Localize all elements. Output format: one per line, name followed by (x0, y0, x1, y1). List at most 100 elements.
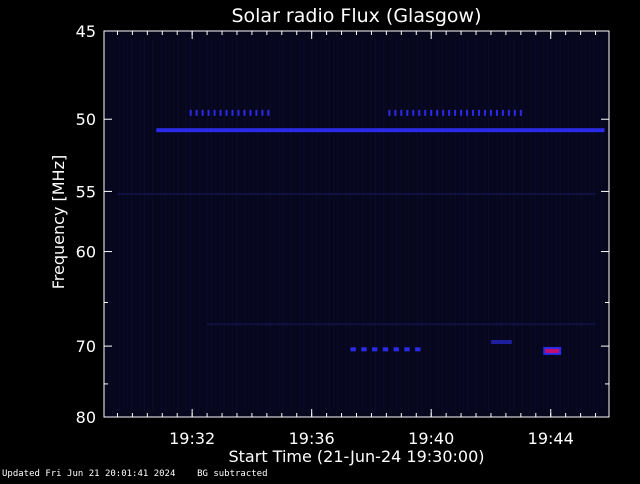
spectrogram-texture-stripe (387, 39, 389, 411)
y-tick-label: 60 (76, 243, 96, 262)
emission-band-segment (404, 347, 410, 352)
emission-comb-tick (249, 109, 252, 116)
x-tick-label: 19:40 (408, 429, 454, 448)
emission-comb-tick (448, 109, 451, 116)
emission-comb-tick (231, 109, 234, 116)
spectrogram-texture-stripe (534, 39, 536, 411)
emission-comb-tick (394, 109, 397, 116)
spectrogram-texture-stripe (202, 39, 204, 411)
spectrogram-texture-stripe (546, 39, 549, 411)
emission-comb-tick (255, 109, 258, 116)
spectrogram-texture-stripe (152, 39, 154, 411)
spectrogram-texture-stripe (143, 39, 145, 411)
emission-comb-tick (267, 109, 270, 116)
emission-comb-tick (519, 109, 522, 116)
emission-band-segment (415, 347, 421, 352)
emission-comb-tick (460, 109, 463, 116)
spectrogram-texture-stripe (383, 39, 385, 411)
spectrogram-texture-stripe (286, 39, 288, 411)
y-tick-label: 70 (76, 337, 96, 356)
spectrogram-texture-stripe (168, 39, 171, 411)
spectrogram-texture-stripe (219, 39, 221, 411)
emission-comb-tick (195, 109, 198, 116)
spectrogram-texture-stripe (551, 39, 553, 411)
spectrogram-texture-stripe (122, 39, 124, 411)
emission-band (490, 340, 512, 345)
spectrogram-texture-stripe (441, 39, 444, 411)
spectrogram-texture-stripe (252, 39, 255, 411)
spectrogram-texture-stripe (177, 39, 179, 411)
emission-comb-tick (388, 109, 391, 116)
spectrogram-texture-stripe (462, 39, 465, 411)
emission-comb-tick (237, 109, 240, 116)
spectrogram-texture-stripe (408, 39, 410, 411)
spectrogram-texture-stripe (366, 39, 368, 411)
spectrogram-texture-stripe (362, 39, 364, 411)
spectrogram-texture-stripe (517, 39, 519, 411)
emission-comb-tick (442, 109, 445, 116)
spectrogram-texture-stripe (114, 39, 116, 411)
spectrogram-texture-stripe (307, 39, 309, 411)
spectrogram-texture-stripe (504, 39, 507, 411)
spectrogram-texture-stripe (446, 39, 448, 411)
emission-comb-tick (225, 109, 228, 116)
spectrogram-texture-stripe (227, 39, 229, 411)
spectrogram-texture-stripe (483, 39, 486, 411)
spectrogram-texture-stripe (341, 39, 343, 411)
spectrogram-texture-stripe (164, 39, 166, 411)
spectrogram-texture-stripe (395, 39, 397, 411)
spectrogram-texture-stripe (454, 39, 456, 411)
spectrogram-texture-stripe (290, 39, 292, 411)
spectrogram-texture-stripe (299, 39, 301, 411)
emission-band-segment (393, 347, 399, 352)
emission-comb-tick (261, 109, 264, 116)
emission-comb-tick (454, 109, 457, 116)
spectrogram-texture-stripe (597, 39, 599, 411)
spectrogram-texture-stripe (311, 39, 313, 411)
spectrogram-texture-stripe (131, 39, 133, 411)
spectrogram-texture-stripe (525, 39, 528, 411)
spectrogram-texture-stripe (139, 39, 141, 411)
spectrogram-texture-stripe (282, 39, 284, 411)
spectrogram-texture-stripe (336, 39, 339, 411)
spectrogram-texture-stripe (420, 39, 423, 411)
spectrogram-texture-stripe (257, 39, 259, 411)
spectrogram-texture-stripe (488, 39, 490, 411)
emission-comb-tick (430, 109, 433, 116)
y-tick-label: 55 (76, 182, 96, 201)
emission-comb-tick (189, 109, 192, 116)
spectrogram-texture-stripe (349, 39, 351, 411)
spectrogram-texture-stripe (509, 39, 511, 411)
spectrogram-texture-stripe (185, 39, 187, 411)
emission-comb-tick (213, 109, 216, 116)
spectrogram-texture-stripe (601, 39, 603, 411)
spectrogram-texture-stripe (513, 39, 515, 411)
background-mode: BG subtracted (197, 469, 268, 479)
plot-background (104, 31, 609, 417)
spectrogram-texture-stripe (303, 39, 305, 411)
emission-comb-tick (513, 109, 516, 116)
emission-comb-tick (424, 109, 427, 116)
emission-comb-tick (243, 109, 246, 116)
spectrogram-texture-stripe (542, 39, 544, 411)
spectrogram-texture-stripe (593, 39, 595, 411)
emission-comb-tick (418, 109, 421, 116)
updated-timestamp: Updated Fri Jun 21 20:01:41 2024 (2, 469, 176, 479)
spectrogram-texture-stripe (559, 39, 561, 411)
spectrogram-texture-stripe (530, 39, 532, 411)
spectrogram-texture-stripe (563, 39, 565, 411)
spectrogram-texture-stripe (458, 39, 460, 411)
spectrogram-texture-stripe (467, 39, 469, 411)
spectrogram-texture-stripe (173, 39, 175, 411)
emission-comb-tick (436, 109, 439, 116)
emission-comb-tick (472, 109, 475, 116)
spectrogram-texture-stripe (521, 39, 523, 411)
spectrogram-texture-stripe (391, 39, 393, 411)
spectrogram-texture-stripe (576, 39, 578, 411)
spectrogram-texture-stripe (244, 39, 246, 411)
emission-comb-tick (507, 109, 510, 116)
y-tick-label: 50 (76, 110, 96, 129)
spectrogram-texture-stripe (126, 39, 129, 411)
footer-status: Updated Fri Jun 21 20:01:41 2024 BG subt… (2, 469, 268, 479)
